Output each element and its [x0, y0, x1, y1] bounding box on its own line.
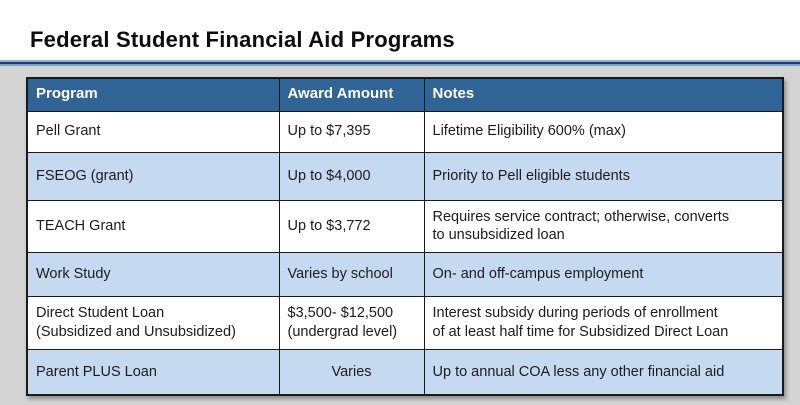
- cell-notes: On- and off-campus employment: [423, 251, 784, 297]
- column-header-program: Program: [26, 77, 280, 112]
- cell-program: Parent PLUS Loan: [26, 348, 280, 396]
- table-row-fseog: FSEOG (grant) Up to $4,000 Priority to P…: [26, 151, 784, 201]
- cell-program: Pell Grant: [26, 110, 280, 153]
- page-title: Federal Student Financial Aid Programs: [30, 27, 455, 52]
- cell-award-amount: Up to $3,772: [278, 199, 425, 253]
- column-header-notes: Notes: [423, 77, 784, 112]
- cell-notes: Priority to Pell eligible students: [423, 151, 784, 201]
- title-divider: [0, 60, 800, 66]
- table-row-teach-grant: TEACH Grant Up to $3,772 Requires servic…: [26, 199, 784, 253]
- table-row-work-study: Work Study Varies by school On- and off-…: [26, 251, 784, 297]
- cell-award-amount: Varies: [278, 348, 425, 396]
- cell-program: Direct Student Loan (Subsidized and Unsu…: [26, 295, 280, 350]
- title-band: Federal Student Financial Aid Programs: [0, 0, 800, 60]
- table-row-pell-grant: Pell Grant Up to $7,395 Lifetime Eligibi…: [26, 110, 784, 153]
- cell-program: TEACH Grant: [26, 199, 280, 253]
- cell-award-amount: Varies by school: [278, 251, 425, 297]
- cell-notes: Lifetime Eligibility 600% (max): [423, 110, 784, 153]
- table-row-parent-plus-loan: Parent PLUS Loan Varies Up to annual COA…: [26, 348, 784, 396]
- content-area: Program Award Amount Notes Pell Grant Up…: [0, 66, 800, 405]
- column-header-award-amount: Award Amount: [278, 77, 425, 112]
- table-header-row: Program Award Amount Notes: [26, 77, 784, 112]
- cell-notes: Up to annual COA less any other financia…: [423, 348, 784, 396]
- cell-program: FSEOG (grant): [26, 151, 280, 201]
- table-row-direct-student-loan: Direct Student Loan (Subsidized and Unsu…: [26, 295, 784, 350]
- financial-aid-table: Program Award Amount Notes Pell Grant Up…: [26, 77, 784, 396]
- cell-program: Work Study: [26, 251, 280, 297]
- cell-notes: Interest subsidy during periods of enrol…: [423, 295, 784, 350]
- cell-notes: Requires service contract; otherwise, co…: [423, 199, 784, 253]
- cell-award-amount: Up to $4,000: [278, 151, 425, 201]
- cell-award-amount: Up to $7,395: [278, 110, 425, 153]
- cell-award-amount: $3,500- $12,500 (undergrad level): [278, 295, 425, 350]
